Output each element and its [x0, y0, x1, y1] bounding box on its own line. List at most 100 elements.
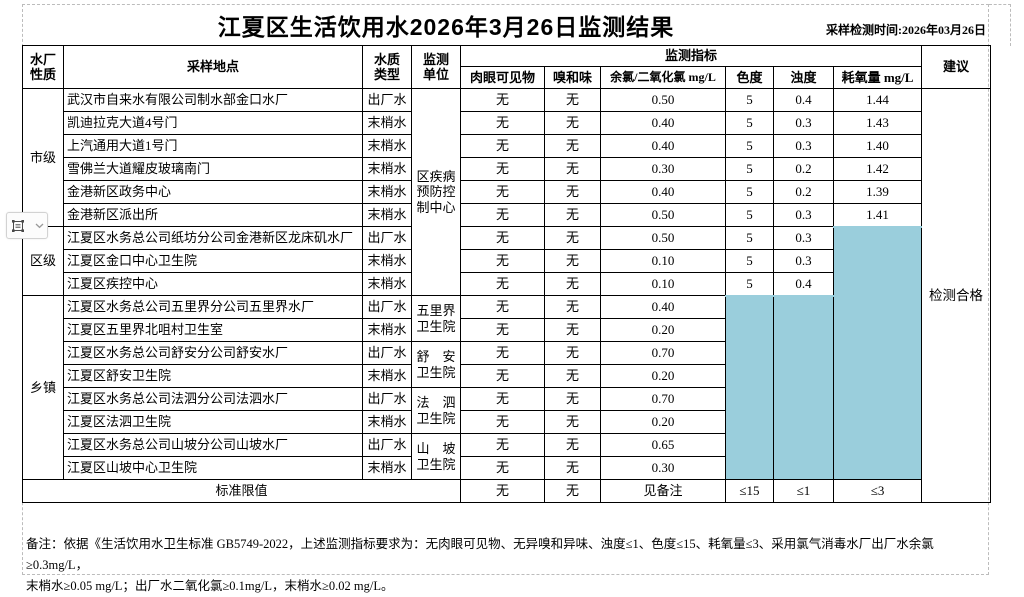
visible-matter-cell[interactable]: 无	[460, 364, 545, 388]
location-cell[interactable]: 江夏区舒安卫生院	[63, 364, 363, 388]
water-type-cell[interactable]: 末梢水	[362, 157, 412, 181]
visible-matter-cell[interactable]: 无	[460, 272, 545, 296]
water-type-cell[interactable]: 末梢水	[362, 203, 412, 227]
water-type-cell[interactable]: 末梢水	[362, 364, 412, 388]
turbidity-cell[interactable]: 0.3	[773, 249, 834, 273]
col-header-location[interactable]: 采样地点	[63, 45, 363, 89]
location-cell[interactable]: 江夏区山坡中心卫生院	[63, 456, 363, 480]
chroma-cell[interactable]: 5	[725, 111, 774, 135]
odor-cell[interactable]: 无	[544, 318, 601, 342]
turbidity-cell[interactable]: 0.3	[773, 226, 834, 250]
chlorine-cell[interactable]: 0.40	[600, 180, 726, 204]
location-cell[interactable]: 江夏区五里界北咀村卫生室	[63, 318, 363, 342]
chroma-cell[interactable]: 5	[725, 180, 774, 204]
visible-matter-cell[interactable]: 无	[460, 318, 545, 342]
visible-matter-cell[interactable]: 无	[460, 456, 545, 480]
limits-chroma-cell[interactable]: ≤15	[725, 479, 774, 503]
col-header-cod[interactable]: 耗氧量 mg/L	[832, 66, 923, 89]
water-type-cell[interactable]: 出厂水	[362, 88, 412, 112]
water-type-cell[interactable]: 末梢水	[362, 410, 412, 434]
location-cell[interactable]: 江夏区水务总公司山坡分公司山坡水厂	[63, 433, 363, 457]
odor-cell[interactable]: 无	[544, 226, 601, 250]
location-cell[interactable]: 凯迪拉克大道4号门	[63, 111, 363, 135]
chroma-cell[interactable]: 5	[725, 272, 774, 296]
limits-chlorine-cell[interactable]: 见备注	[600, 479, 726, 503]
odor-cell[interactable]: 无	[544, 387, 601, 411]
visible-matter-cell[interactable]: 无	[460, 111, 545, 135]
location-cell[interactable]: 金港新区派出所	[63, 203, 363, 227]
table-tool-button[interactable]	[6, 212, 48, 239]
odor-cell[interactable]: 无	[544, 364, 601, 388]
plant-type-cell[interactable]: 乡镇	[22, 295, 64, 480]
col-header-water-type[interactable]: 水质 类型	[362, 45, 412, 89]
cod-cell[interactable]: 1.43	[832, 111, 923, 135]
odor-cell[interactable]: 无	[544, 180, 601, 204]
visible-matter-cell[interactable]: 无	[460, 341, 545, 365]
limits-odor-cell[interactable]: 无	[544, 479, 601, 503]
location-cell[interactable]: 江夏区金口中心卫生院	[63, 249, 363, 273]
water-type-cell[interactable]: 末梢水	[362, 134, 412, 158]
chlorine-cell[interactable]: 0.50	[600, 88, 726, 112]
water-type-cell[interactable]: 末梢水	[362, 318, 412, 342]
chroma-cell[interactable]: 5	[725, 226, 774, 250]
location-cell[interactable]: 江夏区水务总公司五里界分公司五里界水厂	[63, 295, 363, 319]
chlorine-cell[interactable]: 0.40	[600, 134, 726, 158]
cod-cell[interactable]: 1.39	[832, 180, 923, 204]
turbidity-cell[interactable]: 0.4	[773, 88, 834, 112]
col-header-indicators-group[interactable]: 监测指标	[459, 45, 923, 67]
chlorine-cell[interactable]: 0.70	[600, 387, 726, 411]
unit-cell[interactable]: 五里界 卫生院	[411, 295, 461, 342]
odor-cell[interactable]: 无	[544, 111, 601, 135]
odor-cell[interactable]: 无	[544, 295, 601, 319]
unit-cell[interactable]: 法 泗 卫生院	[411, 387, 461, 434]
odor-cell[interactable]: 无	[544, 157, 601, 181]
chroma-cell[interactable]: 5	[725, 157, 774, 181]
cod-cell[interactable]: 1.44	[832, 88, 923, 112]
turbidity-cell[interactable]: 0.4	[773, 272, 834, 296]
chlorine-cell[interactable]: 0.50	[600, 226, 726, 250]
chlorine-cell[interactable]: 0.10	[600, 272, 726, 296]
odor-cell[interactable]: 无	[544, 134, 601, 158]
chlorine-cell[interactable]: 0.70	[600, 341, 726, 365]
cod-cell[interactable]: 1.40	[832, 134, 923, 158]
chlorine-cell[interactable]: 0.20	[600, 364, 726, 388]
chroma-cell[interactable]: 5	[725, 249, 774, 273]
odor-cell[interactable]: 无	[544, 341, 601, 365]
water-type-cell[interactable]: 出厂水	[362, 226, 412, 250]
turbidity-cell[interactable]: 0.2	[773, 157, 834, 181]
col-header-plant-type[interactable]: 水厂 性质	[22, 45, 64, 89]
water-type-cell[interactable]: 末梢水	[362, 249, 412, 273]
limits-turbidity-cell[interactable]: ≤1	[773, 479, 834, 503]
chroma-cell[interactable]: 5	[725, 88, 774, 112]
chroma-cell[interactable]: 5	[725, 203, 774, 227]
visible-matter-cell[interactable]: 无	[460, 249, 545, 273]
limits-visible-cell[interactable]: 无	[460, 479, 545, 503]
location-cell[interactable]: 武汉市自来水有限公司制水部金口水厂	[63, 88, 363, 112]
limits-label-cell[interactable]: 标准限值	[22, 479, 461, 503]
location-cell[interactable]: 江夏区水务总公司纸坊分公司金港新区龙床矶水厂	[63, 226, 363, 250]
water-type-cell[interactable]: 出厂水	[362, 433, 412, 457]
col-header-unit[interactable]: 监测 单位	[411, 45, 461, 89]
chlorine-cell[interactable]: 0.30	[600, 157, 726, 181]
odor-cell[interactable]: 无	[544, 88, 601, 112]
table-borders-icon[interactable]	[10, 218, 26, 234]
location-cell[interactable]: 金港新区政务中心	[63, 180, 363, 204]
water-type-cell[interactable]: 出厂水	[362, 295, 412, 319]
visible-matter-cell[interactable]: 无	[460, 203, 545, 227]
chlorine-cell[interactable]: 0.10	[600, 249, 726, 273]
unit-cell[interactable]: 区疾病 预防控 制中心	[411, 88, 461, 296]
col-header-suggestion[interactable]: 建议	[921, 45, 992, 89]
plant-type-cell[interactable]: 市级	[22, 88, 64, 227]
chlorine-cell[interactable]: 0.50	[600, 203, 726, 227]
chlorine-cell[interactable]: 0.40	[600, 295, 726, 319]
col-header-chroma[interactable]: 色度	[725, 66, 774, 89]
location-cell[interactable]: 江夏区水务总公司舒安分公司舒安水厂	[63, 341, 363, 365]
water-type-cell[interactable]: 末梢水	[362, 111, 412, 135]
location-cell[interactable]: 江夏区水务总公司法泗分公司法泗水厂	[63, 387, 363, 411]
odor-cell[interactable]: 无	[544, 410, 601, 434]
turbidity-cell[interactable]: 0.3	[773, 134, 834, 158]
limits-cod-cell[interactable]: ≤3	[832, 479, 923, 503]
suggestion-cell[interactable]: 检测合格	[921, 88, 992, 503]
odor-cell[interactable]: 无	[544, 272, 601, 296]
water-type-cell[interactable]: 出厂水	[362, 387, 412, 411]
